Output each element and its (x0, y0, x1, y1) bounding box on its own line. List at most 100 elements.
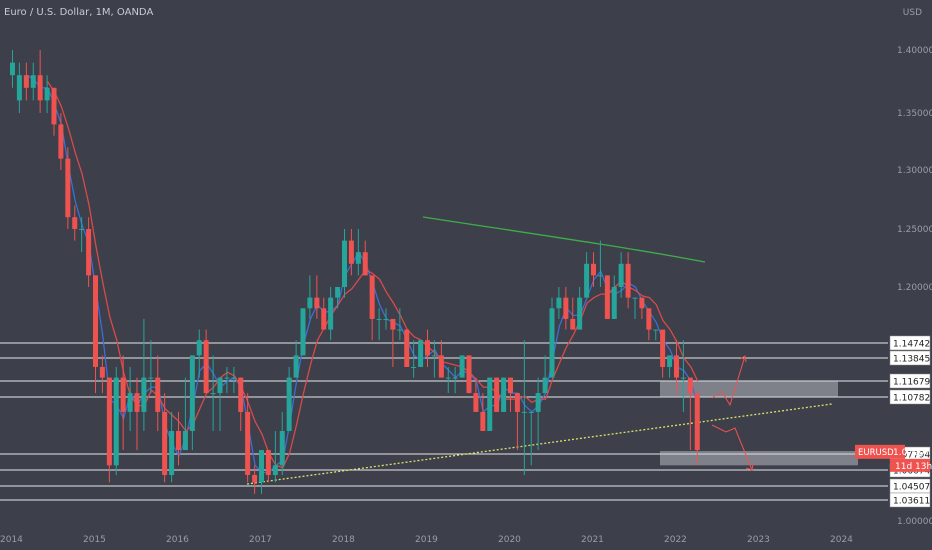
x-tick-label: 2015 (83, 535, 106, 545)
up-projection-arrow (711, 355, 746, 407)
candle-body (252, 474, 258, 483)
candle-body (674, 355, 679, 378)
candle-body (501, 377, 507, 412)
x-tick-label: 2020 (498, 535, 521, 545)
candle-body (51, 87, 57, 125)
level-box (889, 373, 931, 389)
candle-body (411, 366, 417, 368)
candle-body (508, 377, 513, 394)
candle-body (113, 377, 119, 466)
candle-body (667, 355, 673, 367)
candle-body (618, 263, 624, 287)
level-label: 1.04507 (893, 483, 930, 493)
candle-body (259, 450, 264, 483)
long-ma-line (422, 216, 706, 263)
candle-body (58, 124, 64, 159)
candle-body (431, 355, 437, 357)
candle-body (660, 329, 666, 367)
candle-body (182, 430, 188, 451)
candle-body (445, 377, 451, 379)
candle-body (99, 366, 105, 378)
candle-body (376, 318, 382, 320)
candle-body (418, 340, 424, 367)
price-axis: 1.40000 1.35000 1.30000 1.25000 1.20000 1.000… (855, 46, 932, 527)
candle-body (452, 377, 458, 379)
countdown-label: 11d 13h (895, 462, 932, 472)
candle-body (563, 297, 569, 319)
x-tick-label: 2018 (332, 535, 355, 545)
candle-body (355, 252, 361, 264)
candle-body (438, 355, 444, 378)
candle-body (397, 329, 403, 331)
candle-body (542, 377, 548, 394)
current-price-box (855, 444, 905, 459)
candle-body (521, 411, 527, 413)
candle-body (694, 393, 700, 451)
candle-body (79, 229, 85, 230)
candle-body (203, 340, 209, 394)
candle-body (390, 318, 396, 330)
level-label: 1.03611 (893, 497, 930, 507)
x-tick-label: 2024 (830, 535, 853, 545)
candle-body (307, 297, 313, 309)
candle-body (155, 377, 161, 412)
current-price-label: 1.07907 (893, 448, 930, 458)
candle-body (611, 287, 617, 319)
candle-body (72, 217, 78, 229)
candle-body (16, 75, 22, 101)
candle-body (272, 465, 278, 475)
x-tick-label: 2022 (664, 535, 687, 545)
candle-body (632, 297, 638, 299)
y-tick-label: 1.35000 (897, 109, 932, 119)
candle-body (404, 329, 410, 367)
level-label: 1.10782 (893, 394, 930, 404)
candle-body (687, 377, 693, 394)
candle-body (680, 377, 686, 379)
candle-body (459, 355, 465, 378)
candle-body (176, 430, 181, 451)
chart-title: Euro / U.S. Dollar, 1M, OANDA (4, 7, 154, 18)
candle-body (335, 287, 341, 298)
candle-body (584, 263, 590, 298)
y-tick-label: 1.25000 (897, 225, 932, 235)
candle-body (604, 275, 610, 319)
candle-body (10, 62, 15, 76)
level-label: 1.07794 (893, 451, 930, 461)
down-arrow-head (745, 463, 754, 471)
candle-body (238, 377, 244, 412)
candle-body (224, 377, 230, 379)
level-box (889, 335, 931, 351)
candle-body (30, 75, 36, 88)
candle-body (141, 377, 147, 412)
candle-body (127, 393, 133, 412)
level-box (889, 389, 931, 405)
candle-body (570, 318, 576, 330)
trendline (246, 403, 833, 485)
candle-body (487, 377, 493, 431)
candle-body (189, 355, 195, 431)
candle-body (535, 393, 541, 412)
candle-body (369, 275, 375, 319)
currency-label: USD (902, 8, 922, 18)
x-tick-label: 2023 (747, 535, 770, 545)
y-tick-label: 1.40000 (897, 46, 932, 56)
candle-body (653, 329, 659, 331)
candle-body (314, 297, 320, 309)
current-symbol-label: EURUSD (858, 448, 894, 458)
candle-body (245, 411, 251, 475)
candle-body (162, 411, 168, 475)
candle-body (577, 297, 583, 330)
candle-body (231, 377, 237, 379)
candle-body (286, 377, 292, 431)
candle-body (65, 158, 71, 218)
candle-body (134, 393, 140, 412)
candle-body (279, 430, 285, 466)
candle-body (425, 340, 430, 356)
x-tick-label: 2014 (0, 535, 23, 545)
level-label: 1.11679 (893, 378, 930, 388)
level-box (889, 492, 931, 508)
highlight-zones (660, 380, 858, 466)
countdown-box (890, 458, 930, 472)
candle-body (625, 263, 631, 298)
